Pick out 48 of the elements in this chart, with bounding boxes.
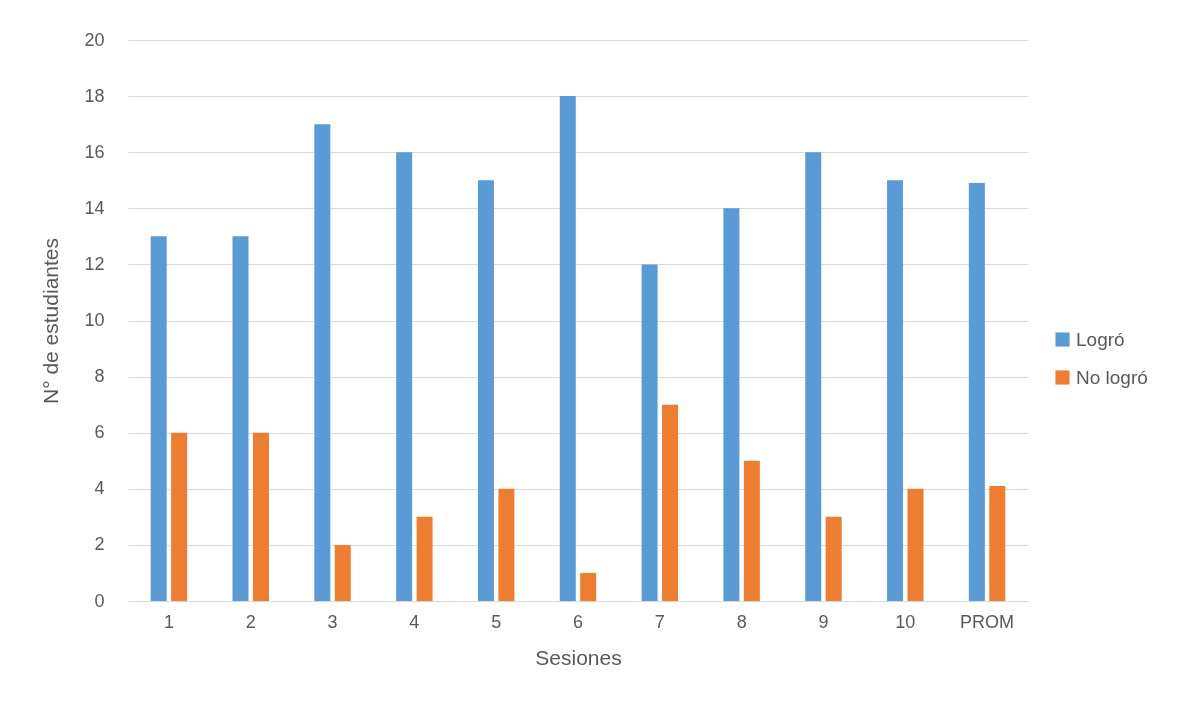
y-tick-label: 4 — [94, 478, 105, 499]
bar — [743, 460, 760, 601]
x-tick-label: 2 — [245, 611, 256, 632]
bar — [334, 544, 351, 601]
bar — [641, 264, 658, 601]
bar — [559, 96, 576, 601]
bar — [662, 404, 679, 601]
bar — [580, 572, 597, 601]
bar — [498, 488, 515, 601]
y-tick-label: 10 — [84, 310, 105, 330]
y-tick-label: 18 — [84, 85, 105, 106]
y-tick-label: 20 — [84, 29, 105, 50]
x-tick-label: 8 — [736, 611, 747, 632]
bar — [477, 180, 494, 601]
x-tick-label: 9 — [818, 611, 829, 632]
x-tick-label: 5 — [491, 611, 502, 632]
x-tick-label: PROM — [960, 611, 1015, 632]
bar — [396, 152, 413, 601]
x-tick-label: 1 — [163, 611, 174, 632]
y-tick-label: 2 — [94, 534, 105, 555]
y-tick-label: 6 — [94, 422, 105, 443]
y-tick-label: 16 — [84, 141, 105, 162]
x-axis-title: Sesiones — [535, 645, 622, 669]
x-tick-label: 10 — [895, 611, 916, 632]
y-axis-title: N° de estudiantes — [39, 237, 63, 405]
bar — [232, 236, 249, 601]
bar — [314, 124, 331, 601]
bar — [887, 180, 904, 601]
legend-label: Logró — [1076, 328, 1125, 350]
bar — [171, 432, 188, 601]
x-tick-label: 7 — [654, 611, 665, 632]
x-tick-label: 6 — [572, 611, 584, 632]
bar — [416, 516, 433, 601]
bar — [907, 488, 924, 601]
y-tick-label: 14 — [84, 197, 105, 218]
bar — [723, 208, 740, 601]
y-tick-label: 12 — [84, 253, 105, 274]
bar — [805, 152, 822, 601]
x-tick-label: 3 — [327, 611, 338, 632]
bar — [150, 236, 167, 601]
y-tick-label: 0 — [94, 590, 105, 611]
legend-label: No logró — [1076, 366, 1148, 388]
bar — [825, 516, 842, 601]
bar — [989, 486, 1006, 601]
y-tick-label: 8 — [94, 366, 105, 387]
bar — [968, 183, 985, 601]
x-tick-label: 4 — [409, 611, 420, 632]
bar — [252, 432, 269, 601]
